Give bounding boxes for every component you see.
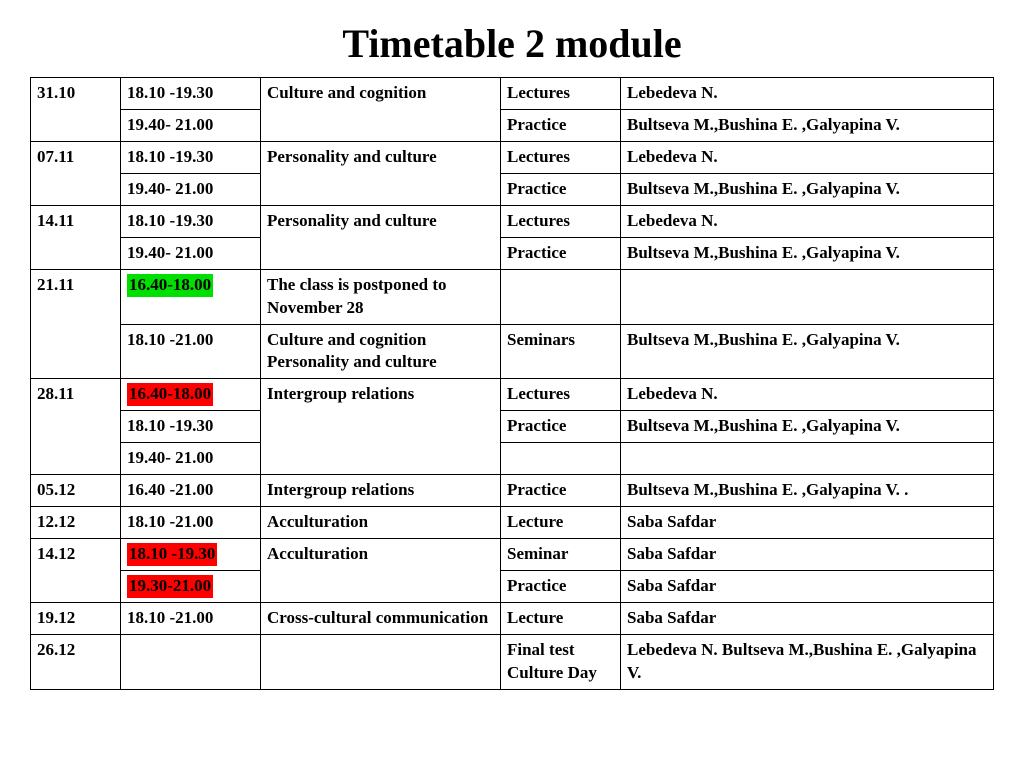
cell-topic: Personality and culture	[261, 141, 501, 205]
cell-date: 28.11	[31, 379, 121, 475]
cell-time: 18.10 -19.30	[121, 78, 261, 110]
cell-type: Lecture	[501, 602, 621, 634]
cell-people: Lebedeva N.	[621, 205, 994, 237]
cell-date: 26.12	[31, 634, 121, 689]
cell-people: Bultseva M.,Bushina E. ,Galyapina V.	[621, 411, 994, 443]
table-row: 18.10 -19.30 PracticeBultseva M.,Bushina …	[31, 411, 994, 443]
table-row: 07.1118.10 -19.30Personality and culture…	[31, 141, 994, 173]
cell-type: Practice	[501, 173, 621, 205]
cell-date: 31.10	[31, 78, 121, 142]
cell-type: Lectures	[501, 205, 621, 237]
cell-time: 19.40- 21.00	[121, 109, 261, 141]
cell-time: 18.10 -19.30	[121, 205, 261, 237]
cell-date: 07.11	[31, 141, 121, 205]
cell-type: Seminar	[501, 539, 621, 571]
cell-time: 16.40-18.00	[121, 269, 261, 324]
cell-type: Final test Culture Day	[501, 634, 621, 689]
cell-topic: Culture and cognition Personality and cu…	[261, 324, 501, 379]
timetable: 31.1018.10 -19.30Culture and cognitionLe…	[30, 77, 994, 690]
cell-time: 19.40- 21.00	[121, 237, 261, 269]
cell-type: Practice	[501, 237, 621, 269]
cell-time: 18.10 -19.30	[121, 539, 261, 571]
cell-time: 19.30-21.00	[121, 571, 261, 603]
cell-date: 14.11	[31, 205, 121, 269]
cell-date: 12.12	[31, 507, 121, 539]
table-row: 19.40- 21.00 PracticeBultseva M.,Bushina …	[31, 173, 994, 205]
table-row: 28.1116.40-18.00Intergroup relationsLect…	[31, 379, 994, 411]
cell-time: 18.10 -21.00	[121, 602, 261, 634]
table-row: 14.1218.10 -19.30AcculturationSeminarSab…	[31, 539, 994, 571]
table-row: 26.12 Final test Culture DayLebedeva N. B…	[31, 634, 994, 689]
cell-people: Bultseva M.,Bushina E. ,Galyapina V.	[621, 109, 994, 141]
cell-people: Bultseva M.,Bushina E. ,Galyapina V.	[621, 324, 994, 379]
cell-time: 18.10 -21.00	[121, 507, 261, 539]
cell-people: Saba Safdar	[621, 602, 994, 634]
cell-type	[501, 443, 621, 475]
cell-type: Lectures	[501, 78, 621, 110]
page-title: Timetable 2 module	[30, 20, 994, 67]
cell-people	[621, 269, 994, 324]
cell-topic: Intergroup relations	[261, 475, 501, 507]
cell-date: 21.11	[31, 269, 121, 379]
time-highlight: 16.40-18.00	[127, 274, 213, 297]
cell-topic: Acculturation	[261, 539, 501, 603]
cell-type: Practice	[501, 411, 621, 443]
cell-time: 16.40 -21.00	[121, 475, 261, 507]
cell-topic: Intergroup relations	[261, 379, 501, 475]
cell-people: Lebedeva N.	[621, 379, 994, 411]
cell-type: Practice	[501, 571, 621, 603]
table-row: 31.1018.10 -19.30Culture and cognitionLe…	[31, 78, 994, 110]
cell-people: Lebedeva N.	[621, 78, 994, 110]
cell-date: 19.12	[31, 602, 121, 634]
cell-people: Bultseva M.,Bushina E. ,Galyapina V.	[621, 237, 994, 269]
cell-topic: Personality and culture	[261, 205, 501, 269]
time-highlight: 18.10 -19.30	[127, 543, 217, 566]
cell-type: Lecture	[501, 507, 621, 539]
cell-type: Lectures	[501, 379, 621, 411]
cell-type: Practice	[501, 475, 621, 507]
table-row: 19.30-21.00 PracticeSaba Safdar	[31, 571, 994, 603]
cell-topic: The class is postponed to November 28	[261, 269, 501, 324]
table-row: 19.40- 21.00 PracticeBultseva M.,Bushina …	[31, 237, 994, 269]
cell-time: 19.40- 21.00	[121, 173, 261, 205]
cell-topic: Acculturation	[261, 507, 501, 539]
cell-type	[501, 269, 621, 324]
cell-topic: Culture and cognition	[261, 78, 501, 142]
cell-time: 18.10 -19.30	[121, 411, 261, 443]
cell-people	[621, 443, 994, 475]
cell-time: 19.40- 21.00	[121, 443, 261, 475]
table-row: 19.1218.10 -21.00Cross-cultural communic…	[31, 602, 994, 634]
table-row: 21.1116.40-18.00The class is postponed t…	[31, 269, 994, 324]
cell-people: Saba Safdar	[621, 539, 994, 571]
cell-topic	[261, 634, 501, 689]
cell-date: 05.12	[31, 475, 121, 507]
cell-people: Lebedeva N.	[621, 141, 994, 173]
cell-type: Practice	[501, 109, 621, 141]
table-row: 19.40- 21.00	[31, 443, 994, 475]
table-row: 12.1218.10 -21.00AcculturationLectureSab…	[31, 507, 994, 539]
cell-date: 14.12	[31, 539, 121, 603]
cell-type: Lectures	[501, 141, 621, 173]
cell-people: Lebedeva N. Bultseva M.,Bushina E. ,Galy…	[621, 634, 994, 689]
time-highlight: 19.30-21.00	[127, 575, 213, 598]
table-row: 14.1118.10 -19.30Personality and culture…	[31, 205, 994, 237]
cell-people: Saba Safdar	[621, 571, 994, 603]
time-highlight: 16.40-18.00	[127, 383, 213, 406]
cell-people: Bultseva M.,Bushina E. ,Galyapina V. .	[621, 475, 994, 507]
table-row: 18.10 -21.00Culture and cognition Person…	[31, 324, 994, 379]
cell-time: 18.10 -21.00	[121, 324, 261, 379]
table-row: 05.1216.40 -21.00Intergroup relationsPra…	[31, 475, 994, 507]
cell-topic: Cross-cultural communication	[261, 602, 501, 634]
cell-people: Bultseva M.,Bushina E. ,Galyapina V.	[621, 173, 994, 205]
cell-time: 16.40-18.00	[121, 379, 261, 411]
cell-type: Seminars	[501, 324, 621, 379]
cell-people: Saba Safdar	[621, 507, 994, 539]
table-row: 19.40- 21.00 PracticeBultseva M.,Bushina …	[31, 109, 994, 141]
cell-time: 18.10 -19.30	[121, 141, 261, 173]
cell-time	[121, 634, 261, 689]
